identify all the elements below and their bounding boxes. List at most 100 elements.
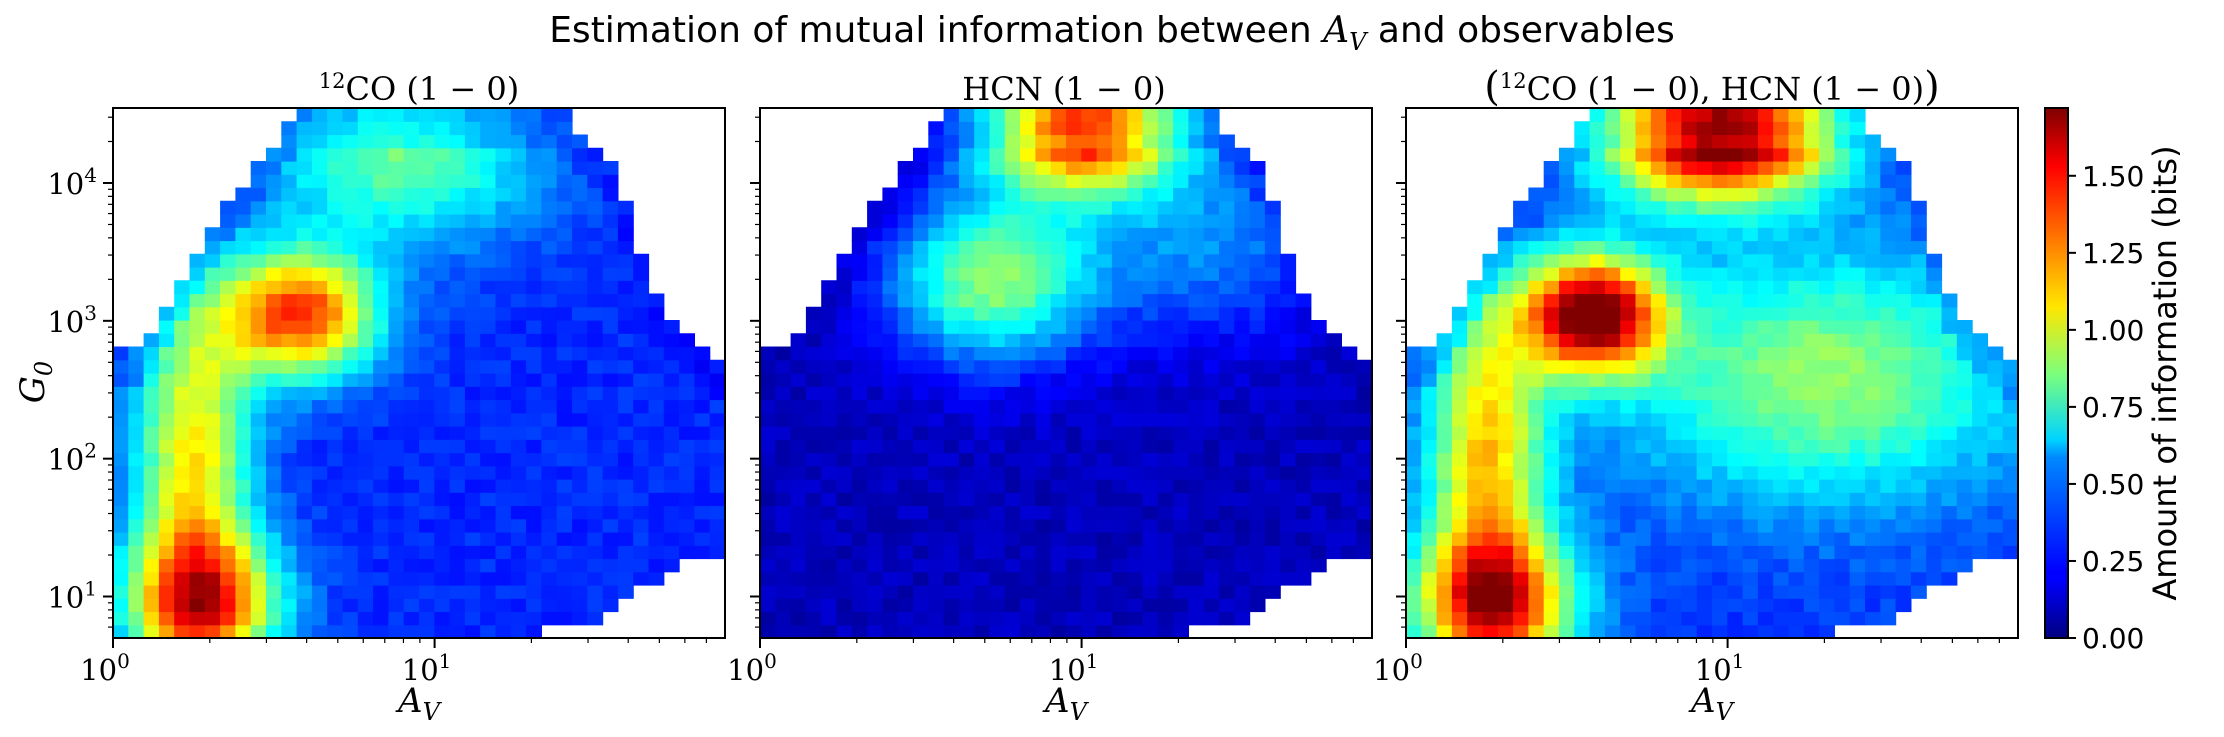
heat-cell bbox=[1543, 346, 1560, 361]
heat-cell bbox=[1203, 227, 1220, 242]
heat-cell bbox=[1559, 200, 1575, 215]
heat-cell bbox=[1111, 492, 1128, 507]
heat-cell bbox=[464, 624, 481, 639]
heat-cell bbox=[1035, 532, 1052, 546]
heat-cell bbox=[1142, 479, 1159, 493]
heat-cell bbox=[958, 532, 975, 546]
heat-cell bbox=[1559, 532, 1575, 546]
heat-cell bbox=[250, 518, 267, 533]
heat-cell bbox=[464, 267, 481, 281]
heat-cell bbox=[1188, 134, 1205, 149]
heat-cell bbox=[266, 426, 282, 440]
heat-cell bbox=[587, 267, 604, 281]
heat-cell bbox=[1482, 439, 1499, 454]
heat-cell bbox=[851, 333, 868, 348]
heat-cell bbox=[1865, 479, 1881, 493]
heat-cell bbox=[1173, 386, 1189, 401]
heat-cell bbox=[388, 585, 405, 599]
heat-cell bbox=[663, 386, 680, 401]
heat-cell bbox=[449, 267, 466, 281]
heat-cell bbox=[958, 333, 975, 348]
heat-cell bbox=[1559, 518, 1575, 533]
heat-cell bbox=[1326, 532, 1342, 546]
heat-cell bbox=[526, 320, 542, 334]
heat-cell bbox=[1157, 452, 1174, 467]
heat-cell bbox=[235, 293, 252, 308]
heat-cell bbox=[1528, 598, 1545, 613]
heat-cell bbox=[158, 452, 175, 467]
heat-cell bbox=[1604, 439, 1621, 454]
heat-cell bbox=[1020, 399, 1036, 414]
heat-cell bbox=[1249, 399, 1266, 414]
heat-cell bbox=[1834, 187, 1851, 202]
heat-cell bbox=[602, 267, 619, 281]
heat-cell bbox=[1696, 200, 1713, 215]
heat-cell bbox=[342, 333, 359, 348]
heat-cell bbox=[663, 505, 680, 520]
heat-cell bbox=[556, 108, 573, 122]
heat-cell bbox=[158, 585, 175, 599]
heat-cell bbox=[1880, 386, 1897, 401]
heat-cell bbox=[419, 598, 435, 613]
heat-cell bbox=[1004, 267, 1021, 281]
heat-cell bbox=[510, 293, 527, 308]
heat-cell bbox=[1066, 598, 1082, 613]
heat-cell bbox=[1972, 465, 1988, 480]
heat-cell bbox=[1559, 479, 1575, 493]
heat-cell bbox=[1264, 571, 1281, 586]
heat-cell bbox=[113, 399, 129, 414]
heat-cell bbox=[1696, 333, 1713, 348]
heat-cell bbox=[373, 585, 389, 599]
heat-cell bbox=[220, 280, 236, 295]
axes-frame-hcn bbox=[759, 107, 1373, 639]
heat-cell bbox=[556, 532, 573, 546]
heat-cell bbox=[989, 320, 1006, 334]
heat-cell bbox=[989, 518, 1006, 533]
heat-cell bbox=[1142, 253, 1159, 268]
heat-cell bbox=[1157, 214, 1174, 228]
heat-cell bbox=[1666, 452, 1682, 467]
heat-cell bbox=[1865, 505, 1881, 520]
heat-cell bbox=[189, 479, 206, 493]
heat-cell bbox=[357, 293, 374, 308]
heat-cell bbox=[1173, 479, 1189, 493]
heat-cell bbox=[1589, 624, 1606, 639]
heat-cell bbox=[1803, 505, 1820, 520]
heat-cell bbox=[1066, 479, 1082, 493]
heat-cell bbox=[1497, 624, 1514, 639]
heat-cell bbox=[821, 598, 838, 613]
heat-cell bbox=[419, 267, 435, 281]
heat-cell bbox=[1880, 227, 1897, 242]
heat-cell bbox=[602, 532, 619, 546]
heat-cell bbox=[1849, 108, 1866, 122]
heat-cell bbox=[464, 585, 481, 599]
heat-cell bbox=[1635, 200, 1652, 215]
heat-cell bbox=[464, 253, 481, 268]
heat-cell bbox=[1620, 532, 1637, 546]
heat-cell bbox=[1451, 399, 1468, 414]
heat-cell bbox=[1173, 267, 1189, 281]
heat-cell bbox=[1574, 598, 1591, 613]
heat-cell bbox=[388, 200, 405, 215]
heat-cell bbox=[541, 585, 558, 599]
heat-cell bbox=[572, 200, 588, 215]
heat-cell bbox=[1849, 280, 1866, 295]
heat-cell bbox=[1803, 359, 1820, 374]
heat-cell bbox=[1712, 386, 1728, 401]
heat-cell bbox=[1188, 532, 1205, 546]
heat-cell bbox=[480, 187, 497, 202]
heat-cell bbox=[1834, 585, 1851, 599]
heat-cell bbox=[1666, 598, 1682, 613]
heat-cell bbox=[464, 598, 481, 613]
heat-cell bbox=[1249, 571, 1266, 586]
heat-cell bbox=[296, 386, 313, 401]
heat-cell bbox=[958, 200, 975, 215]
heat-cell bbox=[510, 214, 527, 228]
heat-cell bbox=[1803, 306, 1820, 321]
heat-cell bbox=[266, 346, 282, 361]
heat-cell bbox=[220, 346, 236, 361]
heat-cell bbox=[1264, 558, 1281, 573]
panel-title-12co: 12CO (1 − 0) bbox=[319, 69, 519, 108]
heat-cell bbox=[1666, 161, 1682, 175]
heat-cell bbox=[388, 505, 405, 520]
